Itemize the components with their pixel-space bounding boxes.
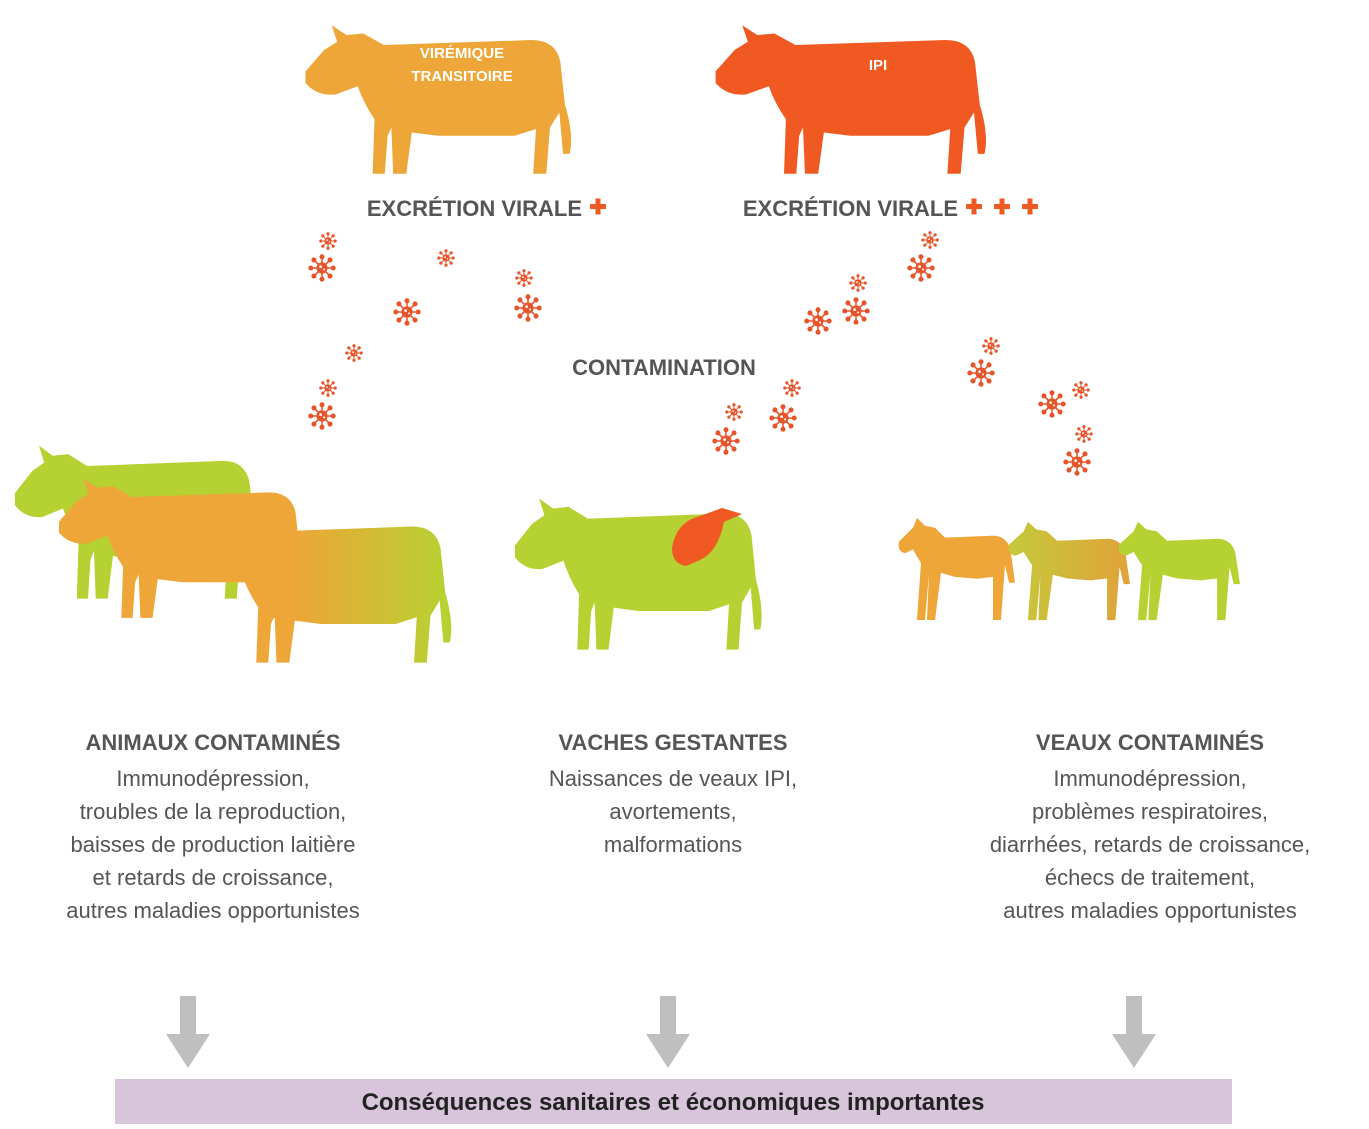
cow-label: IPI [869, 57, 887, 74]
virus [784, 380, 801, 397]
virus [968, 360, 994, 386]
group-line: malformations [604, 832, 742, 857]
excretion-label: EXCRÉTION VIRALE [743, 196, 958, 221]
calf [1119, 522, 1240, 620]
virus [1064, 449, 1090, 475]
virus [922, 232, 939, 249]
virus-group [309, 232, 1092, 475]
virus [438, 250, 455, 267]
cow-ipi [716, 25, 986, 174]
virus [320, 380, 337, 397]
virus [515, 295, 541, 321]
group-title: VEAUX CONTAMINÉS [1036, 730, 1264, 755]
arrows [166, 996, 1156, 1068]
virus [713, 428, 739, 454]
virus [1073, 382, 1090, 399]
excretion-label: EXCRÉTION VIRALE [367, 196, 582, 221]
contamination-label: CONTAMINATION [572, 355, 756, 380]
group-title: VACHES GESTANTES [559, 730, 788, 755]
virus [1076, 426, 1093, 443]
virus [1039, 391, 1065, 417]
group-line: troubles de la reproduction, [80, 799, 347, 824]
group-line: avortements, [609, 799, 736, 824]
group-line: baisses de production laitière [71, 832, 356, 857]
virus [309, 403, 335, 429]
virus [908, 255, 934, 281]
cow-label: TRANSITOIRE [411, 68, 512, 85]
group-line: Immunodépression, [1053, 766, 1246, 791]
virus [394, 299, 420, 325]
virus [843, 298, 869, 324]
group-title: ANIMAUX CONTAMINÉS [85, 730, 340, 755]
virus [726, 404, 743, 421]
group-line: Naissances de veaux IPI, [549, 766, 797, 791]
virus [346, 345, 363, 362]
group-line: Immunodépression, [116, 766, 309, 791]
group-line: autres maladies opportunistes [1003, 898, 1297, 923]
diagram: VIRÉMIQUE TRANSITOIRE IPI EXCRÉTION VIRA… [0, 0, 1369, 1124]
virus [850, 275, 867, 292]
virus [983, 338, 1000, 355]
virus [805, 308, 831, 334]
group-line: diarrhées, retards de croissance, [990, 832, 1310, 857]
calf [899, 518, 1015, 620]
cow-label: VIRÉMIQUE [420, 45, 504, 62]
group-line: échecs de traitement, [1045, 865, 1255, 890]
group-line: problèmes respiratoires, [1032, 799, 1268, 824]
virus [309, 255, 335, 281]
group-line: et retards de croissance, [93, 865, 334, 890]
conclusion-text: Conséquences sanitaires et économiques i… [362, 1089, 985, 1116]
groups: ANIMAUX CONTAMINÉS Immunodépression, troub… [66, 730, 1310, 923]
group-line: autres maladies opportunistes [66, 898, 360, 923]
virus [770, 405, 796, 431]
virus [516, 270, 533, 287]
virus [320, 233, 337, 250]
calf [1009, 522, 1130, 620]
